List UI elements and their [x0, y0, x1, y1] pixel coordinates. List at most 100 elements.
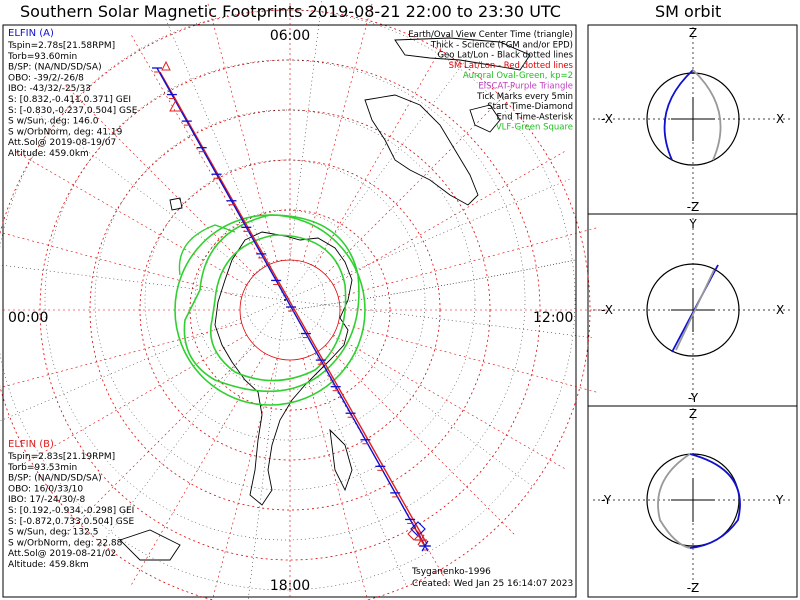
legend-entry: Auroral Oval-Green, kp=2 [463, 71, 573, 81]
clock-label-top: 06:00 [270, 28, 310, 44]
legend-entry: Geo Lat/Lon - Black dotted lines [437, 51, 573, 61]
orbit-title: SM orbit [655, 2, 722, 21]
sm-lon-line [211, 358, 278, 600]
coastline [119, 529, 181, 561]
legend-entry: Start Time-Diamond [487, 102, 573, 112]
orbit-track [692, 69, 722, 161]
orbit-label-top: Z [689, 26, 697, 40]
geo-lat-circle [194, 209, 376, 391]
legend-entry: Tick Marks every 5min [476, 92, 573, 102]
info-line: Torb=93.60min [7, 52, 77, 62]
geo-lat-circle [144, 159, 426, 441]
info-line: S: [-0.872,0.733,0.504] GSE [8, 517, 134, 527]
sm-lon-line [129, 353, 266, 588]
earth-circle [646, 72, 740, 166]
geo-lat-circle [0, 9, 576, 591]
track-layer [152, 60, 431, 552]
geo-lat-circle [44, 59, 526, 541]
info-line: IBO: 17/-24/30/-8 [8, 495, 85, 505]
orbit-panels: Z -Z -X X Y -Y -X X Z -Z -Y Y [593, 26, 793, 595]
sm-lon-line [0, 231, 242, 298]
sm-lon-line [325, 345, 517, 537]
info-line: S w/OrbNorm, deg: 22.88 [8, 538, 123, 548]
earth-circle [646, 263, 740, 357]
info-line: S w/Sun, deg: 146.0 [8, 117, 99, 127]
orbit-panel-1: Z -Z -X X [593, 26, 793, 214]
info-line: Altitude: 459.8km [8, 560, 89, 570]
orbit-track [689, 453, 741, 549]
sm-lon-line [206, 0, 278, 262]
info-line: Tspin=2.83s[21.19RPM] [7, 452, 115, 462]
info-line: OBO: -39/2/-26/8 [8, 73, 84, 83]
elfin-b-info: ELFIN (B) Tspin=2.83s[21.19RPM]Torb=93.5… [7, 439, 134, 570]
geo-lon-line [284, 299, 407, 586]
legend: Earth/Oval View Center Time (triangle)Th… [408, 30, 573, 133]
info-line: S w/Sun, deg: 132.5 [8, 528, 98, 538]
orbit-label-right: Y [775, 493, 784, 507]
sm-lon-line [12, 334, 247, 471]
info-line: B/SP: (NA/ND/SD/SA) [8, 474, 102, 484]
geo-lat-circle [244, 259, 326, 341]
sm-lon-line [302, 358, 369, 600]
sm-lon-line [325, 83, 517, 275]
info-line: Torb=93.53min [7, 463, 77, 473]
clock-label-right: 12:00 [533, 310, 573, 326]
auroral-oval-arc [178, 224, 236, 276]
orbit-track [657, 453, 691, 549]
info-line: Att.Sol@ 2019-08-21/02 [8, 549, 116, 559]
info-line: Att.Sol@ 2019-08-19/07 [8, 138, 116, 148]
info-line: Tspin=2.78s[21.58RPM] [7, 41, 115, 51]
legend-entry: End Time-Asterisk [496, 112, 573, 122]
orbit-track [675, 269, 715, 351]
coastline [469, 104, 501, 133]
info-line: S: [0.832,-0.411,0.371] GEI [8, 95, 131, 105]
geo-lon-line [284, 0, 323, 301]
orbit-track [663, 69, 694, 161]
orbit-label-left: -X [601, 303, 613, 317]
legend-entry: VLF-Green Square [496, 123, 573, 133]
info-line: S: [0.192,-0.934,-0.298] GEI [8, 506, 134, 516]
geo-lon-line [163, 14, 286, 301]
geo-lon-line [247, 299, 286, 600]
sm-lon-line [63, 345, 255, 537]
terminator-line [289, 259, 576, 311]
orbit-label-left: -X [601, 112, 613, 126]
orbit-label-right: X [776, 112, 784, 126]
clock-label-left: 00:00 [8, 310, 48, 326]
elfin-a-name: ELFIN (A) [8, 28, 54, 39]
chart-title: Southern Solar Magnetic Footprints 2019-… [20, 2, 561, 21]
orbit-frame [587, 24, 798, 598]
orbit-label-bottom: -Z [687, 581, 700, 595]
orbit-label-right: X [776, 303, 784, 317]
sm-lon-line [333, 149, 568, 286]
legend-entry: Earth/Oval View Center Time (triangle) [408, 30, 573, 40]
sm-lon-line [338, 322, 600, 394]
sm-lon-line [338, 226, 600, 298]
coastline [214, 231, 353, 506]
credit-text: Tsyganenko-1996 [411, 567, 491, 577]
elfin-b-name: ELFIN (B) [8, 439, 54, 450]
legend-entry: EISCAT-Purple Triangle [478, 82, 573, 92]
clock-label-bottom: 18:00 [270, 578, 310, 594]
legend-entry: Thick - Science (FGM and/or EPD) [430, 40, 573, 50]
map-layer [0, 0, 610, 600]
coastline [169, 197, 183, 211]
start-diamond-b [407, 527, 421, 541]
track-elfin-b [159, 71, 428, 545]
orbit-label-bottom: -Y [688, 391, 699, 405]
map-frame [2, 24, 577, 598]
info-line: S: [-0.830,-0.237,0.504] GSE [8, 106, 138, 116]
coastline [329, 428, 353, 492]
sm-lon-line [63, 83, 255, 275]
coastline [394, 37, 531, 71]
coastline [364, 94, 479, 206]
geo-lon-line [284, 299, 533, 487]
info-line: OBO: 16/0/33/10 [8, 484, 83, 494]
geo-lon-line [284, 52, 472, 301]
auroral-oval-inner [209, 234, 347, 382]
created-text: Created: Wed Jan 25 16:14:07 2023 [412, 579, 573, 589]
view-center-triangle [169, 98, 183, 112]
sm-lon-line [333, 334, 568, 471]
sm-lon-line [302, 0, 374, 262]
